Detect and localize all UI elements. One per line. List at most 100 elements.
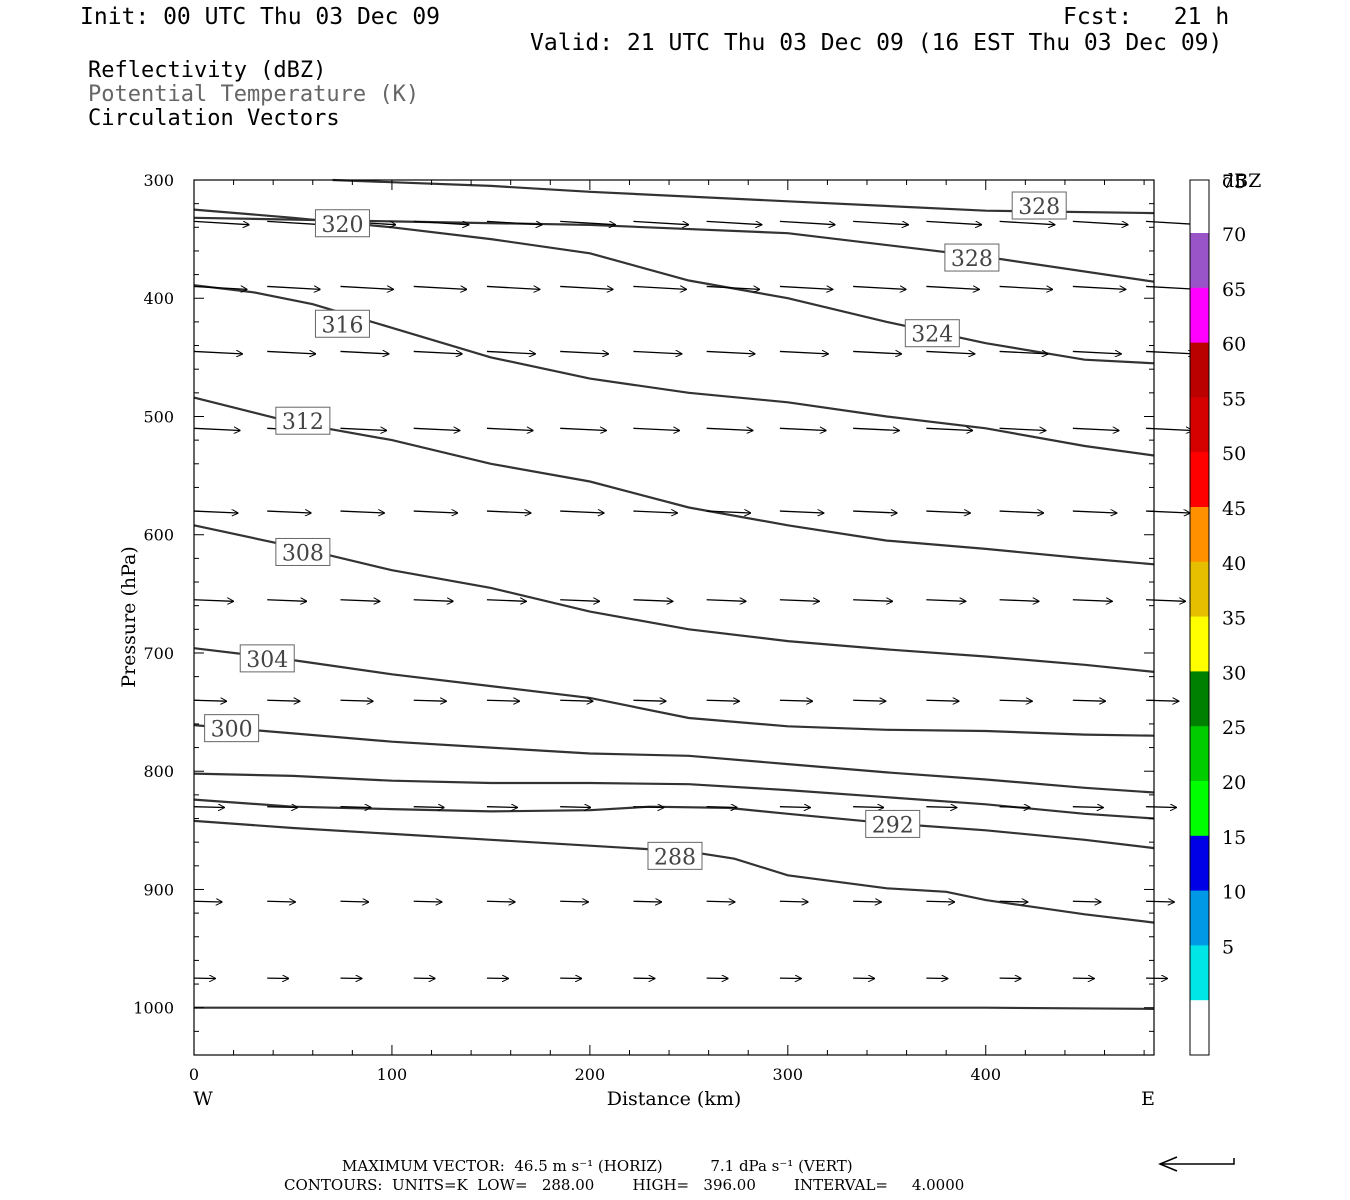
circulation-vector: [1146, 807, 1176, 808]
colorbar-cell: [1190, 233, 1209, 289]
circulation-vector: [999, 600, 1039, 602]
colorbar-label: 25: [1222, 717, 1246, 739]
x-tick-label: 300: [773, 1065, 804, 1084]
theta-contour-300: [193, 772, 1155, 820]
y-tick-label: 500: [143, 407, 174, 426]
colorbar-cell: [1190, 561, 1209, 618]
circulation-vector: [1072, 901, 1101, 902]
colorbar-label: 20: [1222, 772, 1246, 794]
circulation-vector: [560, 901, 588, 902]
x-axis-label: Distance (km): [607, 1088, 742, 1110]
contour-label-304-box: [239, 644, 295, 673]
theta-contours: [193, 178, 1155, 1010]
contour-label-308: 308: [282, 541, 324, 566]
circulation-vector: [340, 600, 379, 602]
reference-vector-arrow-icon: [1158, 1156, 1235, 1172]
circulation-vector: [999, 901, 1028, 902]
circulation-vector: [999, 351, 1048, 353]
circulation-vector: [340, 351, 388, 353]
theta-contour-320: [193, 284, 1155, 457]
circulation-vector: [706, 511, 751, 513]
colorbar-label: 55: [1222, 388, 1246, 410]
circulation-vector: [486, 428, 533, 430]
circulation-vector: [267, 807, 297, 808]
circulation-vector: [1072, 286, 1126, 289]
valid-time: Valid: 21 UTC Thu 03 Dec 09 (16 EST Thu …: [530, 30, 1223, 56]
circulation-vector: [706, 807, 737, 808]
circulation-vector: [413, 351, 462, 353]
circulation-vector: [340, 901, 368, 902]
plot-frame: [193, 179, 1155, 1056]
maximum-vector-note: MAXIMUM VECTOR: 46.5 m s⁻¹ (HORIZ) 7.1 d…: [342, 1157, 853, 1175]
circulation-vector: [633, 351, 681, 353]
circulation-vector: [560, 220, 615, 224]
x-tick-label: 400: [970, 1065, 1001, 1084]
circulation-vector: [193, 428, 240, 430]
colorbar-label: 65: [1222, 279, 1246, 301]
circulation-vector: [1072, 351, 1121, 353]
colorbar-label: 50: [1222, 443, 1246, 465]
circulation-vector: [779, 511, 824, 513]
circulation-vector: [267, 351, 315, 353]
circulation-vector: [633, 700, 665, 701]
circulation-vector: [560, 600, 599, 602]
circulation-vector: [340, 700, 373, 701]
colorbar-label: 30: [1222, 662, 1246, 684]
contour-label-300-box: [204, 714, 260, 743]
colorbar-cell: [1190, 397, 1209, 453]
circulation-vector: [486, 351, 535, 353]
circulation-vector: [413, 428, 460, 430]
circulation-vector: [926, 511, 970, 513]
init-time: Init: 00 UTC Thu 03 Dec 09: [80, 4, 441, 30]
theta-contour-296: [193, 798, 1155, 850]
y-tick-label: 400: [143, 289, 174, 308]
theta-contour-316: [193, 396, 1155, 566]
circulation-vector: [926, 807, 956, 808]
circulation-vector: [633, 901, 661, 902]
colorbar-cell: [1190, 945, 1209, 1001]
contour-label-328: 328: [951, 247, 993, 272]
theta-contour-308: [193, 647, 1155, 737]
circulation-vector: [560, 428, 606, 430]
contour-info-note: CONTOURS: UNITS=K LOW= 288.00 HIGH= 396.…: [284, 1176, 965, 1194]
circulation-vector: [340, 428, 386, 430]
circulation-vector: [706, 901, 735, 902]
circulation-vector: [999, 428, 1046, 430]
circulation-vector: [633, 286, 686, 289]
y-tick-label: 700: [143, 644, 174, 663]
circulation-vector: [1146, 351, 1194, 353]
circulation-vector: [413, 901, 442, 902]
circulation-vector: [560, 511, 604, 513]
circulation-vector: [413, 700, 446, 701]
circulation-vector: [486, 511, 531, 513]
circulation-vector: [853, 700, 885, 701]
contour-label-292-box: [865, 809, 921, 838]
circulation-vector: [486, 600, 526, 602]
circulation-vector: [999, 807, 1030, 808]
colorbar-cell: [1190, 452, 1209, 508]
circulation-vector: [999, 220, 1055, 224]
circulation-vector: [267, 700, 299, 701]
circulation-vector: [779, 220, 835, 224]
colorbar-label: 10: [1222, 882, 1246, 904]
x-tick-label: 100: [377, 1065, 408, 1084]
circulation-vector: [486, 807, 517, 808]
circulation-vector: [706, 428, 753, 430]
dbz-colorbar: 5 10 15 20 25 30 35 40 45 50 55 60 65 70 75: [1189, 171, 1246, 1056]
circulation-vector: [779, 428, 826, 430]
contour-label-316-box: [314, 309, 370, 338]
circulation-vector: [999, 286, 1053, 289]
colorbar-label: 40: [1222, 553, 1246, 575]
circulation-vector: [779, 700, 813, 701]
circulation-vector: [926, 700, 959, 701]
circulation-vector: [1072, 428, 1119, 430]
contour-label-300: 300: [211, 718, 253, 743]
theta-contour-312: [193, 524, 1155, 673]
colorbar-cell: [1190, 287, 1209, 344]
circulation-vector: [267, 600, 306, 602]
circulation-vector: [779, 901, 808, 902]
contour-labels: 288 292 300 304 308 312 316 320 324 328 328: [204, 191, 1067, 870]
field-potential-temperature: Potential Temperature (K): [88, 82, 420, 107]
theta-contour-292: [193, 819, 1155, 924]
colorbar-cell: [1190, 507, 1209, 563]
